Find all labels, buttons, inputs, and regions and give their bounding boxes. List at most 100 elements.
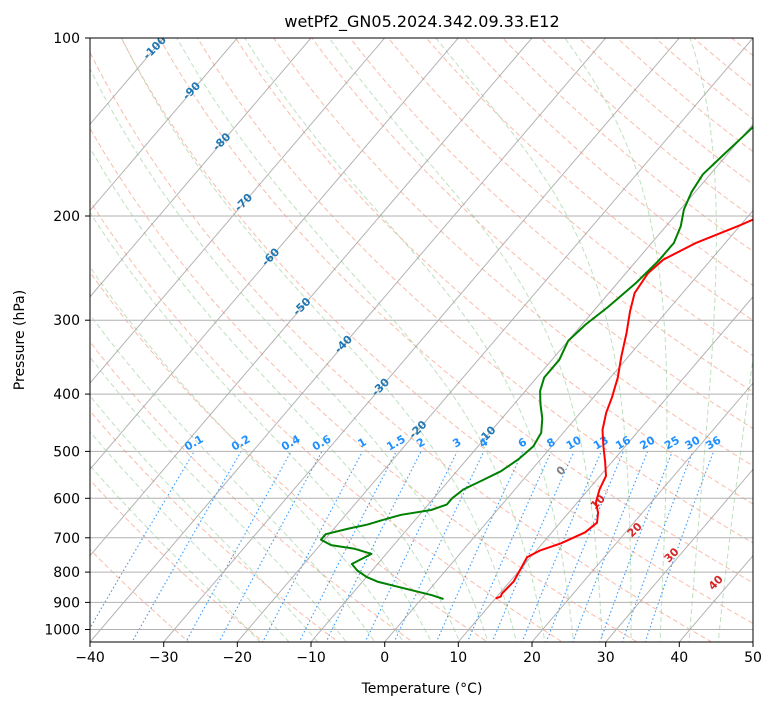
moist-adiabat-label: 0 xyxy=(554,463,569,478)
moist-adiabat xyxy=(90,211,432,642)
isotherm-line xyxy=(163,38,680,642)
mixing-ratio-label: 10 xyxy=(564,433,584,452)
mixing-ratio-label: 3 xyxy=(450,435,463,450)
dry-adiabat xyxy=(540,38,753,219)
x-tick-label: 40 xyxy=(670,650,688,666)
isotherm-line xyxy=(90,38,165,126)
isotherm-label: -80 xyxy=(210,130,233,153)
dry-adiabat xyxy=(235,38,753,505)
isotherm-line xyxy=(752,641,753,642)
mixing-ratio-label: 16 xyxy=(613,433,633,452)
temperature-line xyxy=(495,218,753,600)
axes: −40 −30 −20 −10 0 10 20 30 40 5010020030040050060… xyxy=(44,31,762,666)
moist-adiabat xyxy=(244,38,575,642)
dry-adiabat xyxy=(90,127,638,642)
moist-adiabat-label: 20 xyxy=(625,520,645,540)
isotherm-line xyxy=(384,209,753,642)
mixing-ratio-label: 8 xyxy=(544,435,557,450)
dry-adiabat xyxy=(196,38,753,544)
isotherm-line xyxy=(531,382,753,642)
dry-adiabat xyxy=(425,38,753,322)
isotherm-line xyxy=(90,38,459,471)
moist-adiabat xyxy=(90,266,404,642)
gridlines xyxy=(90,38,753,642)
dry-adiabat xyxy=(90,341,414,642)
dry-adiabat xyxy=(90,548,190,642)
y-axis-label: Pressure (hPa) xyxy=(12,290,28,390)
moist-adiabat xyxy=(90,67,489,642)
mixing-ratio-line xyxy=(393,451,485,642)
moist-adiabat xyxy=(328,38,603,642)
mixing-ratio-label: 20 xyxy=(638,433,658,452)
isotherm-line xyxy=(90,38,386,384)
moist-adiabat-label: 30 xyxy=(662,545,682,565)
dry-adiabat xyxy=(737,11,775,654)
dry-adiabat xyxy=(273,38,753,467)
mixing-ratio-line xyxy=(131,451,242,642)
moist-adiabat-label: 40 xyxy=(706,572,726,592)
mixing-ratio-label: 25 xyxy=(662,434,682,453)
y-tick-label: 800 xyxy=(53,565,80,581)
dry-adiabat xyxy=(120,38,753,625)
y-tick-label: 100 xyxy=(53,31,80,47)
dry-adiabat xyxy=(90,51,713,642)
dry-adiabat xyxy=(90,200,564,642)
y-tick-label: 500 xyxy=(53,444,80,460)
x-tick-label: 0 xyxy=(380,650,389,666)
moist-adiabat xyxy=(90,395,319,642)
y-tick-label: 600 xyxy=(53,491,80,507)
mixing-ratio-label: 2 xyxy=(414,435,427,450)
dry-adiabat xyxy=(616,38,753,153)
y-tick-label: 1000 xyxy=(44,623,80,639)
dry-adiabat xyxy=(349,38,753,393)
isotherm-line xyxy=(90,38,533,557)
dry-adiabat xyxy=(387,38,753,357)
mixing-ratio-line xyxy=(545,451,624,642)
dry-adiabat xyxy=(730,38,753,57)
x-tick-label: 30 xyxy=(597,650,615,666)
isotherm-line xyxy=(605,468,753,642)
x-tick-label: 50 xyxy=(744,650,762,666)
dry-adiabat xyxy=(463,38,753,287)
isotherm-line xyxy=(90,38,238,212)
mixing-ratio-label: 0.2 xyxy=(229,432,252,453)
mixing-ratio-line xyxy=(521,451,602,642)
x-tick-label: −20 xyxy=(223,650,253,666)
x-axis-label: Temperature (°C) xyxy=(361,681,483,697)
isotherm-line xyxy=(90,38,312,298)
isotherm-line xyxy=(236,38,753,642)
moist-adiabat xyxy=(435,38,632,642)
dry-adiabat xyxy=(90,479,265,642)
moist-adiabat xyxy=(90,464,261,642)
isotherm-line xyxy=(457,296,753,642)
mixing-ratio-label: 1 xyxy=(356,435,369,450)
plot-frame xyxy=(89,37,754,643)
x-tick-label: 20 xyxy=(523,650,541,666)
mixing-ratio-label: 0.1 xyxy=(182,432,205,453)
y-tick-label: 300 xyxy=(53,313,80,329)
moist-adiabat xyxy=(688,38,717,642)
background-lines xyxy=(90,11,775,654)
chart-title: wetPf2_GN05.2024.342.09.33.E12 xyxy=(284,12,559,32)
moist-adiabat xyxy=(90,313,376,642)
mixing-ratio-line xyxy=(298,451,397,642)
x-tick-label: 10 xyxy=(449,650,467,666)
x-tick-label: −40 xyxy=(75,650,105,666)
series-lines xyxy=(320,125,753,600)
dry-adiabat xyxy=(90,271,489,642)
y-tick-label: 200 xyxy=(53,209,80,225)
dry-adiabat xyxy=(692,38,753,88)
dry-adiabat xyxy=(90,410,340,642)
moist-adiabat xyxy=(121,38,518,642)
x-tick-label: −10 xyxy=(296,650,326,666)
y-tick-label: 400 xyxy=(53,387,80,403)
mixing-ratio-line xyxy=(435,451,524,642)
mixing-ratio-label: 0.4 xyxy=(279,432,303,453)
mixing-ratio-label: 1.5 xyxy=(384,432,407,453)
isotherm-label: -60 xyxy=(259,245,282,268)
moist-adiabat xyxy=(90,356,347,642)
mixing-ratio-label: 6 xyxy=(516,435,529,450)
y-tick-label: 700 xyxy=(53,531,80,547)
dewpoint-line xyxy=(320,125,753,600)
